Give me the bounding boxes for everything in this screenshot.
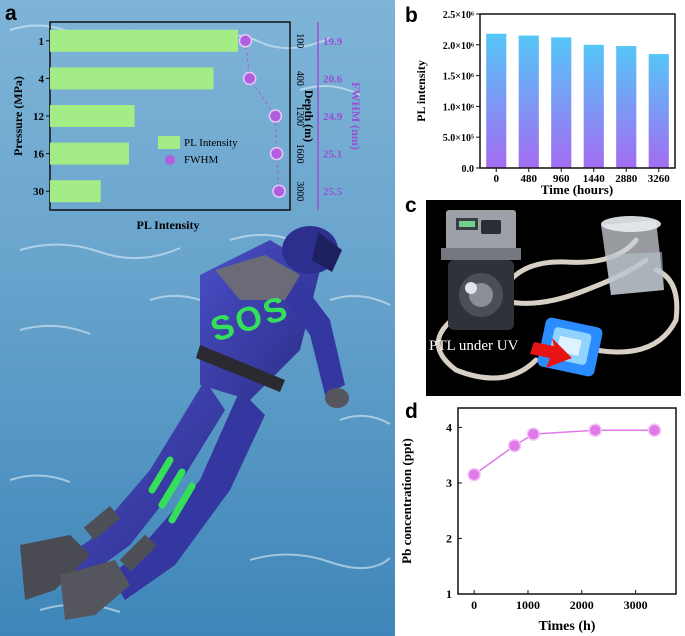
fwhm-value-label: 19.9 [323, 36, 343, 48]
y-tick-label: 4 [446, 420, 452, 434]
pressure-tick-label: 1 [39, 36, 45, 48]
fwhm-value-label: 20.6 [323, 73, 343, 85]
x-tick-label: 3260 [648, 173, 671, 185]
depth-tick-label: 1200 [294, 106, 305, 126]
underwater-scene [0, 0, 395, 636]
y-tick-label: 1.0×10⁶ [443, 102, 474, 113]
pl-intensity-bar [50, 67, 214, 90]
fwhm-point [238, 34, 253, 48]
pb-point [647, 423, 662, 437]
red-arrow [530, 338, 572, 368]
pressure-tick-label: 4 [39, 73, 45, 85]
x-tick-label: 0 [471, 598, 477, 612]
depth-tick-label: 400 [294, 71, 305, 86]
pl-intensity-bar [583, 44, 604, 168]
fwhm-point [268, 109, 283, 123]
x-tick-label: 1440 [583, 173, 606, 185]
beaker [601, 216, 664, 295]
chart-b-ylabel: PL intensity [414, 60, 428, 122]
legend-fwhm-label: FWHM [184, 154, 218, 166]
photo-c: PTL under UV [426, 200, 681, 396]
depth-tick-label: 100 [294, 33, 305, 48]
pl-intensity-bar [50, 105, 135, 127]
chart-d-ylabel: Pb concentration (ppt) [399, 438, 414, 564]
diver-illustration [20, 226, 349, 620]
x-tick-label: 480 [521, 173, 538, 185]
chart-d: 0 1000 2000 3000 1 2 3 4 Times (h) Pb concentra… [399, 407, 677, 634]
pl-intensity-bar [616, 46, 637, 169]
depth-axis-label: Depth (m) [302, 90, 316, 142]
fwhm-axis-label: FWHM (nm) [349, 82, 363, 150]
fwhm-point [269, 146, 284, 161]
fwhm-point [272, 184, 286, 198]
pl-intensity-bar [50, 180, 101, 203]
y-tick-label: 1.5×10⁶ [443, 72, 474, 83]
x-tick-label: 0 [494, 173, 500, 185]
fwhm-point [242, 71, 257, 86]
photo-c-annotation: PTL under UV [429, 338, 519, 354]
chart-b: 0 480 960 1440 2880 3260 0.0 5.0×10⁵ 1.0×10⁶ 1.5×… [414, 10, 676, 197]
panel-letter-a: a [5, 2, 17, 25]
legend-pl-swatch [158, 136, 180, 149]
pl-intensity-bar [518, 35, 539, 169]
fwhm-value-label: 25.5 [323, 186, 343, 198]
pl-intensity-axis-label: PL Intensity [136, 218, 199, 232]
photo-c-scene [435, 210, 680, 381]
x-tick-label: 2000 [570, 598, 594, 612]
pl-intensity-bar [648, 54, 669, 168]
legend-fwhm-marker [165, 155, 175, 165]
chart-a: Pressure (MPa) PL Intensity Depth (m) FW… [11, 21, 363, 232]
pb-line [473, 429, 655, 476]
panel-letter-c: c [405, 194, 417, 217]
pl-intensity-bar [551, 37, 572, 168]
x-tick-label: 3000 [624, 598, 648, 612]
pb-point [467, 467, 481, 482]
pl-intensity-bar [486, 33, 507, 168]
pb-point [526, 427, 541, 441]
y-tick-label: 3 [446, 476, 452, 490]
chart-b-xlabel: Time (hours) [541, 182, 613, 197]
pressure-tick-label: 16 [33, 149, 45, 161]
pl-intensity-bar [50, 142, 129, 165]
pl-intensity-bar [50, 29, 238, 52]
pb-point [588, 423, 603, 437]
pressure-tick-label: 12 [33, 111, 45, 123]
chart-d-frame [457, 407, 677, 595]
panel-letter-d: d [405, 400, 418, 423]
depth-tick-label: 3000 [294, 181, 305, 201]
peristaltic-pump [441, 210, 521, 330]
fwhm-value-label: 25.1 [323, 149, 342, 161]
pb-point [507, 439, 522, 453]
x-tick-label: 1000 [516, 598, 540, 612]
y-tick-label: 2.5×10⁶ [443, 10, 474, 21]
depth-tick-label: 1600 [294, 144, 305, 164]
pressure-axis-label: Pressure (MPa) [11, 76, 25, 156]
x-tick-label: 960 [553, 173, 570, 185]
y-tick-label: 1 [446, 587, 452, 601]
y-tick-label: 0.0 [462, 164, 475, 175]
chart-d-xlabel: Times (h) [539, 619, 596, 634]
legend-pl-label: PL Intensity [184, 137, 238, 149]
fwhm-value-label: 24.9 [323, 111, 343, 123]
panel-a: SOS Pressure (MPa) PL Intensity Depth (m… [0, 0, 395, 636]
pressure-tick-label: 30 [33, 186, 45, 198]
x-tick-label: 2880 [615, 173, 638, 185]
fwhm-line [244, 40, 280, 192]
y-tick-label: 5.0×10⁵ [443, 133, 474, 144]
chart-b-frame [479, 13, 676, 169]
y-tick-label: 2.0×10⁶ [443, 41, 474, 52]
y-tick-label: 2 [446, 531, 452, 545]
panel-letter-b: b [405, 4, 418, 27]
